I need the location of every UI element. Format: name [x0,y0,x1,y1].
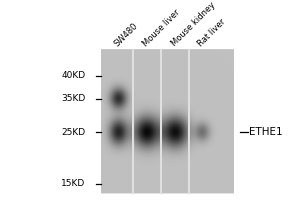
Text: 35KD: 35KD [61,94,86,103]
Text: 15KD: 15KD [61,179,86,188]
Text: SW480: SW480 [112,21,139,48]
Text: Rat liver: Rat liver [196,17,227,48]
Text: Mouse liver: Mouse liver [141,8,181,48]
Text: Mouse kidney: Mouse kidney [169,1,217,48]
Text: 40KD: 40KD [61,71,85,80]
Text: 25KD: 25KD [61,128,85,137]
Text: ETHE1: ETHE1 [249,127,283,137]
Bar [100,50,234,193]
